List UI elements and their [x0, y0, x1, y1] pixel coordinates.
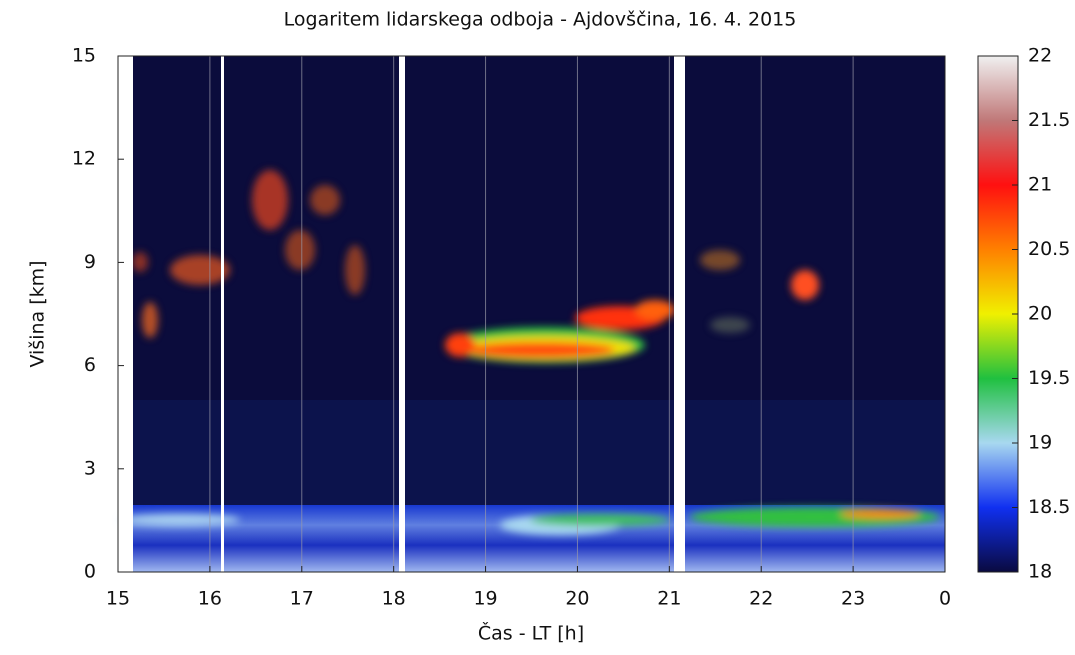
y-tick-label: 6: [84, 354, 96, 376]
colorbar-tick-label: 21.5: [1028, 109, 1070, 131]
colorbar-tick-label: 20: [1028, 303, 1052, 325]
colorbar-tick-label: 22: [1028, 45, 1052, 67]
y-tick-label: 9: [84, 251, 96, 273]
x-tick-label: 0: [939, 588, 951, 610]
x-tick-label: 15: [106, 588, 130, 610]
x-tick-label: 21: [657, 588, 681, 610]
y-tick-label: 0: [84, 561, 96, 583]
x-tick-label: 23: [841, 588, 865, 610]
x-tick-label: 19: [473, 588, 497, 610]
y-tick-label: 15: [72, 45, 96, 67]
lidar-image: [118, 56, 945, 572]
y-axis-label: Višina [km]: [27, 260, 49, 367]
x-tick-label: 18: [382, 588, 406, 610]
x-tick-label: 20: [565, 588, 589, 610]
x-tick-label: 16: [198, 588, 222, 610]
chart: Logaritem lidarskega odboja - Ajdovščina…: [0, 0, 1075, 651]
y-tick-label: 3: [84, 457, 96, 479]
colorbar-tick-label: 18.5: [1028, 496, 1070, 518]
colorbar-tick-label: 21: [1028, 174, 1052, 196]
colorbar-tick-label: 19: [1028, 432, 1052, 454]
y-tick-label: 12: [72, 148, 96, 170]
x-axis-label: Čas - LT [h]: [478, 621, 584, 645]
x-tick-label: 22: [749, 588, 773, 610]
chart-title: Logaritem lidarskega odboja - Ajdovščina…: [284, 9, 797, 31]
colorbar-tick-label: 19.5: [1028, 367, 1070, 389]
colorbar-tick-label: 18: [1028, 561, 1052, 583]
colorbar-tick-label: 20.5: [1028, 238, 1070, 260]
x-tick-label: 17: [290, 588, 314, 610]
